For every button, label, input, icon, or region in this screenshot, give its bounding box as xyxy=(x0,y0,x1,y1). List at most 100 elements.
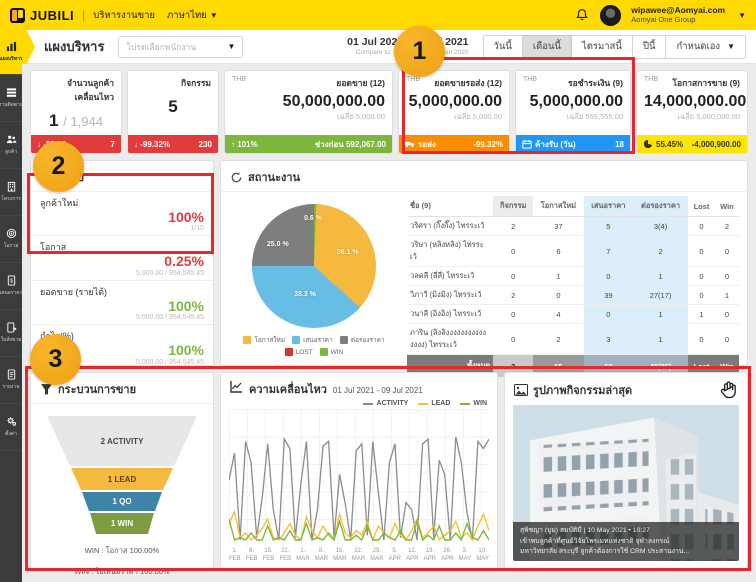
goal-item-new-customers[interactable]: ลูกค้าใหม่ 100% 1/10 xyxy=(31,192,213,237)
user-organization: Aomyai One Group xyxy=(631,14,696,24)
column-header-activity[interactable]: กิจกรรม xyxy=(493,196,534,217)
goal-label: กำไร(%) xyxy=(40,331,74,342)
movement-x-axis: 1. FEB 8. FEB 15. FEB 22. FEB 1. MAR 8. MAR 15. MAR 22… xyxy=(221,547,497,569)
filter-this-year-button[interactable]: ปีนี้ xyxy=(632,34,667,59)
report-document-icon xyxy=(7,369,15,380)
legend-activity: ACTIVITY xyxy=(363,400,408,407)
sales-funnel-chart: 2 ACTIVITY 1 LEAD 1 QO 1 WIN WIN : โอกาส… xyxy=(31,404,213,578)
sidebar-item-label: ตั้งค่า xyxy=(5,431,17,437)
employee-select[interactable]: โปรดเลือกพนักงาน ▼ xyxy=(118,35,244,58)
table-row[interactable]: วิภาวี (มิงมิง) ไทรระเว้ 2 0 39 27(17) 0 1 xyxy=(407,285,739,305)
sidebar-item-settings[interactable]: ตั้งค่า xyxy=(0,404,22,451)
kpi-footer-label: ค้างรับ (วัน) xyxy=(535,139,576,149)
kpi-row: จำนวนลูกค้าเคลื่อนไหว 1 / 1,944 ↓ -85.32… xyxy=(30,70,748,154)
account-info[interactable]: wipawee@Aomyai.com Aomyai One Group xyxy=(631,5,725,24)
sidebar-item-reports[interactable]: รายงาน xyxy=(0,357,22,404)
goal-item-profit[interactable]: กำไร(%) 100% 5,000.00 / 954,545.45 xyxy=(31,325,213,370)
table-row[interactable]: วลดลี (ลี่ลี่) ไทรระเว้ 0 1 0 1 0 0 xyxy=(407,266,739,286)
sidebar-item-label: ลูกค้า xyxy=(4,149,18,155)
filter-custom-button[interactable]: กำหนดเอง ▼ xyxy=(666,34,746,59)
funnel-stage-qo[interactable]: 1 QO xyxy=(81,492,163,511)
sidebar-item-quotations[interactable]: $ เสนอราคา xyxy=(0,263,22,310)
sidebar-item-label: รายงาน xyxy=(2,384,20,390)
x-axis-tick: 8. FEB xyxy=(245,548,258,562)
kpi-footer-value: -4,000,900.00 xyxy=(691,139,741,149)
jubili-logo-icon xyxy=(10,7,25,23)
kpi-card-activities[interactable]: กิจกรรม 5 ↓ -99.32% 230 xyxy=(127,70,219,154)
column-header-lost[interactable]: Lost xyxy=(688,196,715,217)
column-header-quotation[interactable]: เสนอราคา xyxy=(583,196,633,217)
notifications-bell-icon[interactable] xyxy=(574,7,590,23)
goal-item-sales-revenue[interactable]: ยอดขาย (รายได้) 100% 5,000.00 / 954,545.… xyxy=(31,281,213,326)
movement-title: ความเคลื่อนไหว xyxy=(249,384,327,396)
table-row[interactable]: วริศรา (กิ๊งกิ๊ง) ไทรระเว้ 2 37 5 3(4) 0 2 xyxy=(407,216,739,236)
filter-today-button[interactable]: วันนี้ xyxy=(482,34,523,59)
column-header-negotiation[interactable]: ต่อรองราคา xyxy=(633,196,689,217)
hand-cursor-icon xyxy=(720,381,736,399)
sidebar-item-dashboard[interactable]: แผงบริหาร xyxy=(0,30,22,75)
movement-line-chart[interactable] xyxy=(228,409,490,547)
date-range-display: 01 Jul 2021 - 09 Jul 2021 Compare to: 02… xyxy=(347,36,468,56)
sidebar-item-projects[interactable]: โครงการ xyxy=(0,169,22,216)
kpi-value: 5,000,000.00 xyxy=(408,93,502,110)
compare-range-text: Compare to: 02 Jul 2017 - 31 Jan 2020 xyxy=(355,48,469,56)
x-axis-tick: 26. APR xyxy=(441,548,454,562)
sidebar-item-customers[interactable]: ลูกค้า xyxy=(0,122,22,169)
x-axis-tick: 5. APR xyxy=(388,548,402,562)
kpi-value: 50,000,000.00 xyxy=(282,93,385,110)
x-axis-tick: 22. MAR xyxy=(351,548,366,562)
movement-date-range: 01 Jul 2021 - 09 Jul 2021 xyxy=(332,386,423,395)
win-rate-opportunity: WIN : โอกาส 100.00% xyxy=(84,546,160,555)
nav-sales-management[interactable]: บริหารงานขาย xyxy=(93,9,155,21)
goals-panel: เป้าหมาย ลูกค้าใหม่ 100% 1/10 โอกาส 0.25… xyxy=(30,160,214,370)
building-icon xyxy=(7,181,15,192)
funnel-stage-activity[interactable]: 2 ACTIVITY xyxy=(47,416,197,466)
kpi-average: เฉลี่ย 555,555.00 xyxy=(566,111,623,121)
app-logo[interactable]: JUBILI xyxy=(10,7,74,23)
x-axis-tick: 19. APR xyxy=(423,548,436,562)
sales-process-panel: กระบวนการขาย 2 ACTIVITY 1 LEAD 1 QO 1 WI… xyxy=(30,372,214,576)
sidebar-item-sales-orders[interactable]: ใบสั่งขาย xyxy=(0,310,22,357)
sidebar-item-opportunities[interactable]: โอกาส xyxy=(0,216,22,263)
x-axis-tick: 15. MAR xyxy=(333,548,347,562)
gear-icon xyxy=(6,417,16,426)
status-pie-chart[interactable]: 36.1 % 38.3 % 25.0 % 0.6 % xyxy=(252,204,376,328)
date-filter-group: วันนี้ เดือนนี้ ไตรมาสนี้ ปีนี้ กำหนดเอง… xyxy=(482,34,746,59)
kpi-card-awaiting-payment[interactable]: THB รอชำระเงิน (9) 5,000,000.00 เฉลี่ย 55… xyxy=(515,70,631,154)
table-row[interactable]: วริษา (หลิงหลิง) ไทรระเว้ 0 6 7 2 0 0 xyxy=(407,235,739,267)
sales-order-document-icon xyxy=(6,322,17,333)
filter-this-month-button[interactable]: เดือนนี้ xyxy=(522,34,572,59)
column-header-win[interactable]: Win xyxy=(714,196,739,217)
chevron-down-icon: ▼ xyxy=(727,42,735,51)
recent-activity-photo[interactable]: สุพิชญา (บูม) สมบัติมี | 10 May 2021 • 1… xyxy=(513,405,739,561)
kpi-footer-value: ช่วงก่อน 592,067.00 xyxy=(314,139,386,149)
column-header-new-opportunity[interactable]: โอกาสใหม่ xyxy=(533,196,584,217)
kpi-footer-value: 7 xyxy=(110,139,115,149)
nav-language-selector[interactable]: ภาษาไทย ▼ xyxy=(167,9,218,21)
funnel-stage-win[interactable]: 1 WIN xyxy=(90,513,154,534)
account-chevron-down-icon[interactable]: ▼ xyxy=(738,10,746,20)
kpi-card-sales[interactable]: THB ยอดขาย (12) 50,000,000.00 เฉลี่ย 5,00… xyxy=(224,70,393,154)
sidebar-item-label: เสนอราคา xyxy=(0,290,22,296)
pie-legend: โอกาสใหม่ เสนอราคา ต่อรองราคา LOST WIN xyxy=(229,335,399,356)
column-header-name[interactable]: ชื่อ (9) xyxy=(407,196,494,217)
user-avatar[interactable] xyxy=(600,4,622,26)
kpi-total: / 1,944 xyxy=(63,114,103,129)
cycle-icon xyxy=(231,171,242,182)
kpi-card-pending-delivery[interactable]: THB ยอดขายรอส่ง (12) 5,000,000.00 เฉลี่ย … xyxy=(398,70,510,154)
currency-label: THB xyxy=(523,76,537,83)
table-row[interactable]: วนาลี (อิงอิง) ไทรระเว้ 0 4 0 1 1 0 xyxy=(407,304,739,324)
sidebar-item-label: แผงบริหาร xyxy=(0,56,22,62)
kpi-card-active-customers[interactable]: จำนวนลูกค้าเคลื่อนไหว 1 / 1,944 ↓ -85.32… xyxy=(30,70,122,154)
filter-this-quarter-button[interactable]: ไตรมาสนี้ xyxy=(571,34,633,59)
pie-label-new: 36.1 % xyxy=(336,248,359,256)
currency-label: THB xyxy=(232,76,246,83)
target-icon xyxy=(6,228,16,239)
kpi-footer-change: ↓ -85.32 xyxy=(37,139,66,149)
table-row[interactable]: ภาริน (ลิงลิงงงงงงงงงงงงงงง) ไทรระเว้ 0 2 3… xyxy=(407,323,739,355)
goal-item-opportunities[interactable]: โอกาส 0.25% 5,000.00 / 954,545.45 xyxy=(31,236,213,281)
main-content: จำนวนลูกค้าเคลื่อนไหว 1 / 1,944 ↓ -85.32… xyxy=(22,64,756,582)
kpi-card-sales-opportunities[interactable]: THB โอกาสการขาย (9) 14,000,000.00 เฉลี่ย … xyxy=(636,70,748,154)
funnel-stage-lead[interactable]: 1 LEAD xyxy=(71,468,173,490)
